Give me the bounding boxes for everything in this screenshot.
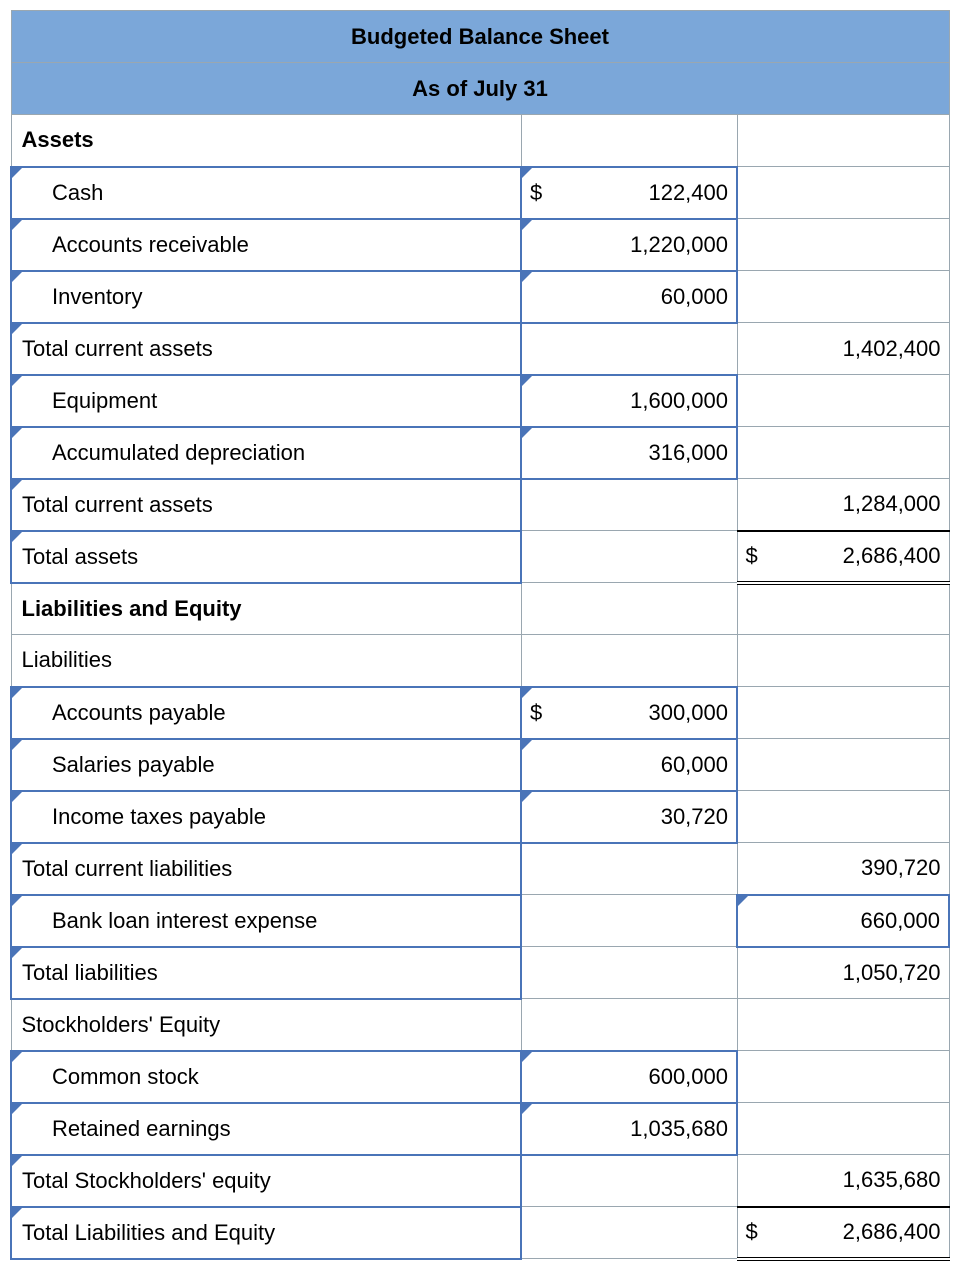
empty-cell [737, 583, 949, 635]
currency-symbol: $ [522, 700, 542, 726]
empty-cell [521, 323, 737, 375]
ar-value[interactable]: 1,220,000 [521, 219, 737, 271]
tse-label[interactable]: Total Stockholders' equity [11, 1155, 521, 1207]
title-row-2: As of July 31 [11, 63, 949, 115]
ap-value[interactable]: $300,000 [521, 687, 737, 739]
empty-cell [521, 999, 737, 1051]
accdep-label[interactable]: Accumulated depreciation [11, 427, 521, 479]
total-current-assets2-value: 1,284,000 [737, 479, 949, 531]
cs-value[interactable]: 600,000 [521, 1051, 737, 1103]
cash-label[interactable]: Cash [11, 167, 521, 219]
total-assets-value: $2,686,400 [737, 531, 949, 583]
empty-cell [737, 687, 949, 739]
stockholders-equity-header: Stockholders' Equity [11, 999, 521, 1051]
equipment-value[interactable]: 1,600,000 [521, 375, 737, 427]
tcl-label[interactable]: Total current liabilities [11, 843, 521, 895]
empty-cell [737, 791, 949, 843]
sp-label[interactable]: Salaries payable [11, 739, 521, 791]
tse-value: 1,635,680 [737, 1155, 949, 1207]
empty-cell [737, 739, 949, 791]
itp-value[interactable]: 30,720 [521, 791, 737, 843]
liab-equity-header: Liabilities and Equity [11, 583, 521, 635]
itp-label[interactable]: Income taxes payable [11, 791, 521, 843]
tl-value: 1,050,720 [737, 947, 949, 999]
cash-value[interactable]: $122,400 [521, 167, 737, 219]
empty-cell [737, 375, 949, 427]
empty-cell [521, 843, 737, 895]
ap-label[interactable]: Accounts payable [11, 687, 521, 739]
sp-value[interactable]: 60,000 [521, 739, 737, 791]
empty-cell [737, 219, 949, 271]
tle-label[interactable]: Total Liabilities and Equity [11, 1207, 521, 1259]
cs-label[interactable]: Common stock [11, 1051, 521, 1103]
empty-cell [521, 895, 737, 947]
currency-symbol: $ [738, 1219, 758, 1245]
accdep-value[interactable]: 316,000 [521, 427, 737, 479]
ar-label[interactable]: Accounts receivable [11, 219, 521, 271]
re-value[interactable]: 1,035,680 [521, 1103, 737, 1155]
empty-cell [737, 999, 949, 1051]
title-row-1: Budgeted Balance Sheet [11, 11, 949, 63]
tl-label[interactable]: Total liabilities [11, 947, 521, 999]
tle-amount: 2,686,400 [843, 1219, 941, 1244]
assets-header: Assets [11, 115, 521, 167]
empty-cell [737, 427, 949, 479]
empty-cell [521, 635, 737, 687]
total-assets-label[interactable]: Total assets [11, 531, 521, 583]
empty-cell [521, 583, 737, 635]
equipment-label[interactable]: Equipment [11, 375, 521, 427]
tle-value: $2,686,400 [737, 1207, 949, 1259]
liabilities-header: Liabilities [11, 635, 521, 687]
empty-cell [521, 479, 737, 531]
total-current-assets-label[interactable]: Total current assets [11, 323, 521, 375]
empty-cell [737, 115, 949, 167]
empty-cell [521, 947, 737, 999]
empty-cell [521, 531, 737, 583]
empty-cell [521, 115, 737, 167]
currency-symbol: $ [522, 180, 542, 206]
empty-cell [737, 1103, 949, 1155]
blie-value[interactable]: 660,000 [737, 895, 949, 947]
inventory-label[interactable]: Inventory [11, 271, 521, 323]
inventory-value[interactable]: 60,000 [521, 271, 737, 323]
empty-cell [521, 1207, 737, 1259]
ap-amount: 300,000 [648, 700, 728, 725]
currency-symbol: $ [738, 543, 758, 569]
total-current-assets-value: 1,402,400 [737, 323, 949, 375]
cash-amount: 122,400 [648, 180, 728, 205]
empty-cell [737, 271, 949, 323]
total-assets-amount: 2,686,400 [843, 543, 941, 568]
empty-cell [737, 635, 949, 687]
balance-sheet-table: Budgeted Balance Sheet As of July 31 Ass… [10, 10, 950, 1261]
blie-label[interactable]: Bank loan interest expense [11, 895, 521, 947]
empty-cell [737, 167, 949, 219]
tcl-value: 390,720 [737, 843, 949, 895]
empty-cell [521, 1155, 737, 1207]
re-label[interactable]: Retained earnings [11, 1103, 521, 1155]
empty-cell [737, 1051, 949, 1103]
total-current-assets2-label[interactable]: Total current assets [11, 479, 521, 531]
